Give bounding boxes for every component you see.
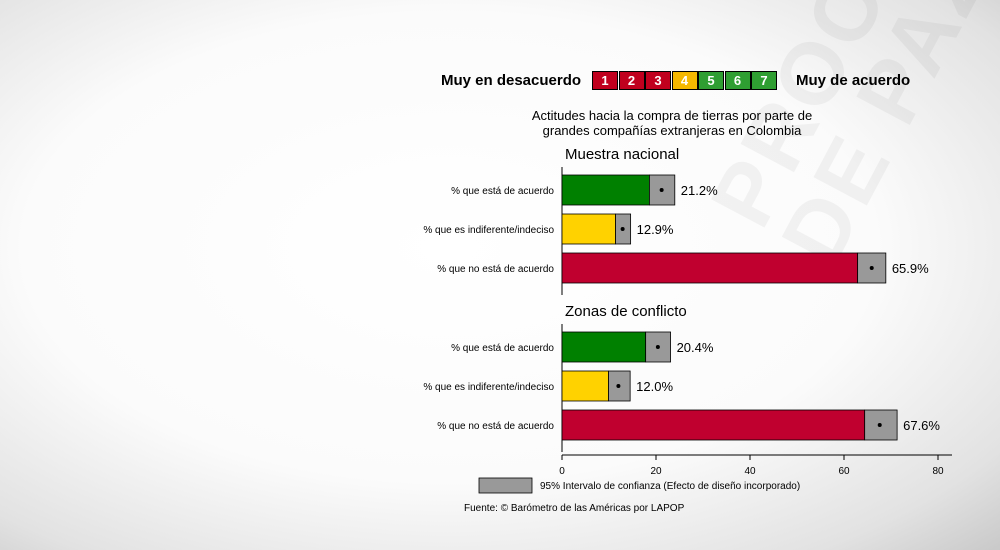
bar-category-label: % que está de acuerdo xyxy=(451,343,554,354)
bar-value-label: 12.0% xyxy=(636,379,673,394)
bar-value-label: 12.9% xyxy=(637,222,674,237)
bar xyxy=(561,331,647,363)
scale-cell-5: 5 xyxy=(698,71,724,90)
legend-swatch xyxy=(478,477,533,494)
legend-label: 95% Intervalo de confianza (Efecto de di… xyxy=(540,481,800,492)
scale-cell-6: 6 xyxy=(724,71,751,90)
chart-title-line: grandes compañías extranjeras en Colombi… xyxy=(543,123,802,138)
scale-cell-1: 1 xyxy=(592,71,618,90)
bar-value-label: 21.2% xyxy=(681,183,718,198)
scale-cell-7: 7 xyxy=(751,71,777,90)
bar-value-label: 20.4% xyxy=(677,340,714,355)
point-estimate xyxy=(869,266,874,270)
bar-category-label: % que es indiferente/indeciso xyxy=(423,382,554,393)
panel-title: Muestra nacional xyxy=(565,146,679,163)
bar-category-label: % que está de acuerdo xyxy=(451,186,554,197)
bar xyxy=(561,252,859,284)
bar xyxy=(561,370,609,402)
x-tick-label: 60 xyxy=(838,466,850,477)
point-estimate xyxy=(620,227,625,231)
panel-title: Zonas de conflicto xyxy=(565,303,687,320)
bar-category-label: % que es indiferente/indeciso xyxy=(423,225,554,236)
x-tick-label: 80 xyxy=(932,466,944,477)
bar-category-label: % que no está de acuerdo xyxy=(437,264,554,275)
point-estimate xyxy=(655,345,660,349)
bar xyxy=(561,409,866,441)
x-tick-label: 0 xyxy=(559,466,565,477)
scale-cell-2: 2 xyxy=(618,71,645,90)
point-estimate xyxy=(616,384,621,388)
point-estimate xyxy=(877,423,882,427)
x-tick-label: 20 xyxy=(650,466,662,477)
scale-right-label: Muy de acuerdo xyxy=(796,72,911,89)
bar-category-label: % que no está de acuerdo xyxy=(437,421,554,432)
scale-cell-3: 3 xyxy=(645,71,671,90)
scale-left-label: Muy en desacuerdo xyxy=(441,72,582,89)
x-tick-label: 40 xyxy=(744,466,756,477)
source-note: Fuente: © Barómetro de las Américas por … xyxy=(464,503,685,514)
scale-cell-4: 4 xyxy=(671,71,698,90)
bar-value-label: 67.6% xyxy=(903,418,940,433)
bar xyxy=(561,213,616,245)
bar xyxy=(561,174,650,206)
point-estimate xyxy=(659,188,664,192)
chart-title-line: Actitudes hacia la compra de tierras por… xyxy=(532,108,812,123)
bar-value-label: 65.9% xyxy=(892,261,929,276)
